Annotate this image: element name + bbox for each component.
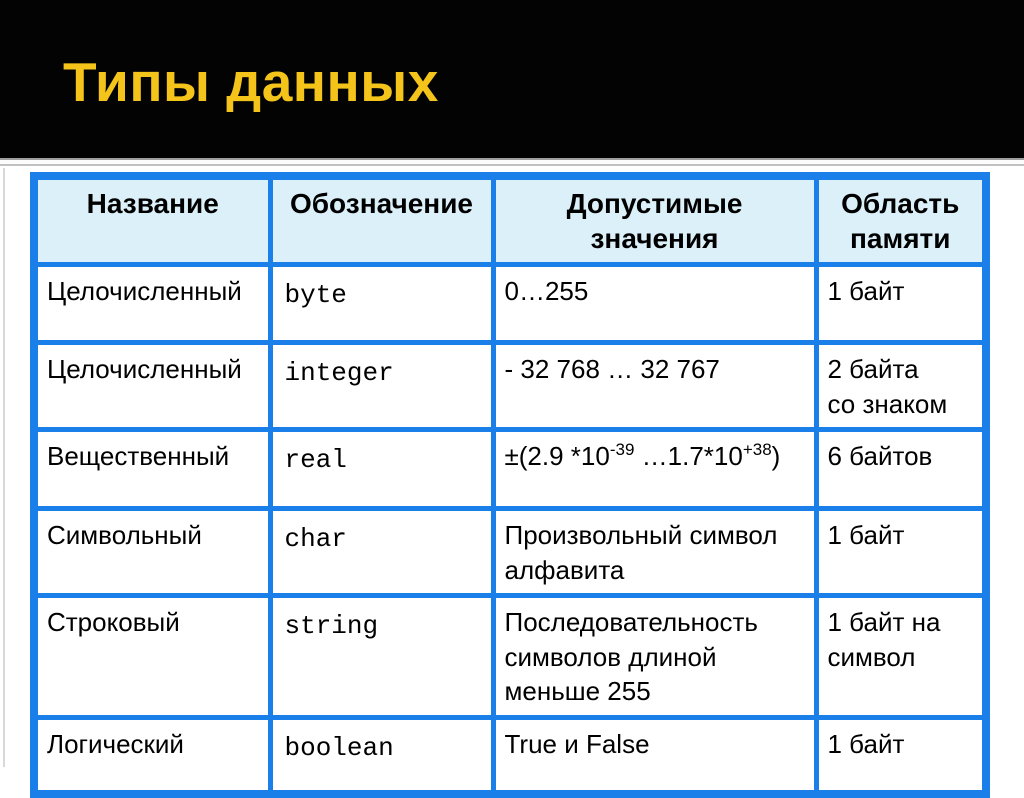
cell-name: Символьный bbox=[31, 506, 273, 599]
real-range-exponent-negative: -39 bbox=[609, 440, 635, 460]
cell-memory: 1 байт bbox=[813, 506, 989, 599]
cell-notation: boolean bbox=[267, 715, 496, 797]
cell-name: Целочисленный bbox=[31, 262, 273, 345]
banner-divider-line bbox=[0, 158, 1024, 168]
cell-values: 0…255 bbox=[490, 262, 819, 345]
header-row: Название Обозначение Допустимые значения… bbox=[31, 173, 989, 267]
cell-memory: 6 байтов bbox=[813, 427, 989, 512]
cell-name: Целочисленный bbox=[31, 339, 273, 433]
table-row: Строковый string Последовательность симв… bbox=[31, 593, 989, 721]
cell-memory: 1 байт на символ bbox=[813, 593, 989, 721]
cell-values: True и False bbox=[490, 715, 819, 797]
column-header-memory: Область памяти bbox=[813, 173, 989, 267]
column-header-notation: Обозначение bbox=[267, 173, 496, 267]
cell-name: Логический bbox=[31, 715, 273, 797]
cell-notation: byte bbox=[267, 262, 496, 345]
title-banner: Типы данных bbox=[0, 0, 1024, 158]
cell-notation: string bbox=[267, 593, 496, 721]
cell-memory: 1 байт bbox=[813, 715, 989, 797]
table-row: Вещественный real ±(2.9 *10-39 …1.7*10+3… bbox=[31, 427, 989, 512]
cell-notation: char bbox=[267, 506, 496, 599]
table-row: Целочисленный integer - 32 768 … 32 767 … bbox=[31, 339, 989, 433]
table-row: Логический boolean True и False 1 байт bbox=[31, 715, 989, 797]
data-types-table: Название Обозначение Допустимые значения… bbox=[30, 172, 990, 798]
cell-values: - 32 768 … 32 767 bbox=[490, 339, 819, 433]
cell-values-real: ±(2.9 *10-39 …1.7*10+38) bbox=[490, 427, 819, 512]
cell-notation: integer bbox=[267, 339, 496, 433]
cell-memory: 2 байта со знаком bbox=[813, 339, 989, 433]
table-row: Целочисленный byte 0…255 1 байт bbox=[31, 262, 989, 345]
real-range-part3: ) bbox=[771, 441, 781, 472]
cell-name: Вещественный bbox=[31, 427, 273, 512]
real-range-exponent-positive: +38 bbox=[742, 440, 772, 460]
column-header-name: Название bbox=[31, 173, 273, 267]
cell-values: Последовательность символов длиной меньш… bbox=[490, 593, 819, 721]
cell-notation: real bbox=[267, 427, 496, 512]
cell-name: Строковый bbox=[31, 593, 273, 721]
cell-values: Произвольный символ алфавита bbox=[490, 506, 819, 599]
table-row: Символьный char Произвольный символ алфа… bbox=[31, 506, 989, 599]
column-header-values: Допустимые значения bbox=[490, 173, 819, 267]
real-range-part2: …1.7*10 bbox=[634, 441, 743, 472]
real-range-part1: ±(2.9 *10 bbox=[504, 441, 610, 472]
cell-memory: 1 байт bbox=[813, 262, 989, 345]
slide-left-edge-line bbox=[3, 168, 5, 767]
slide-title: Типы данных bbox=[63, 51, 439, 113]
